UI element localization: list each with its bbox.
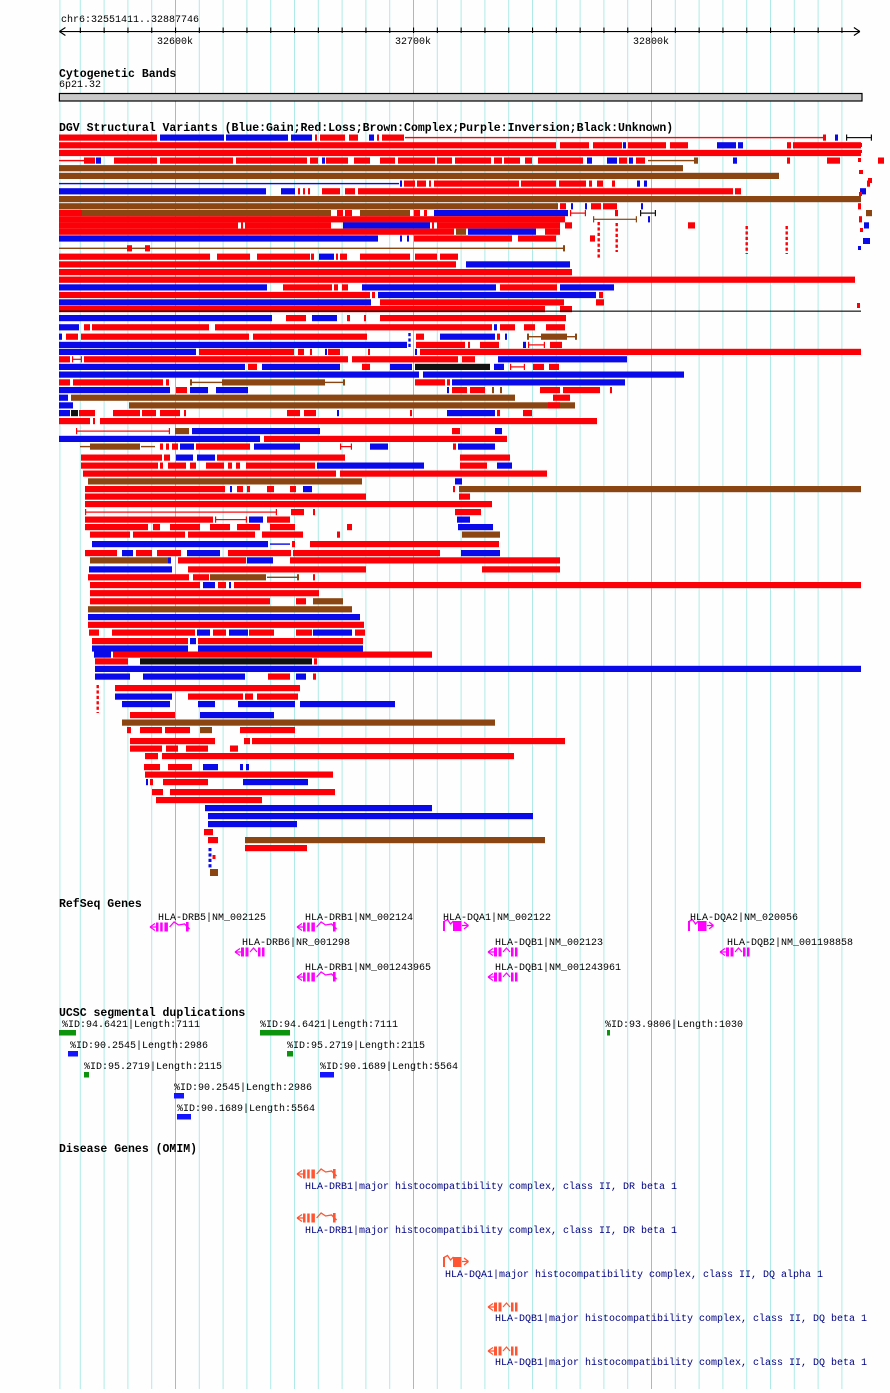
svg-text:%ID:90.1689|Length:5564: %ID:90.1689|Length:5564	[320, 1061, 458, 1073]
svg-text:HLA-DQB1|major histocompatibil: HLA-DQB1|major histocompatibility comple…	[495, 1313, 867, 1325]
svg-text:%ID:94.6421|Length:7111: %ID:94.6421|Length:7111	[260, 1019, 398, 1031]
svg-text:HLA-DRB6|NR_001298: HLA-DRB6|NR_001298	[242, 937, 350, 949]
svg-text:HLA-DQA1|major histocompatibil: HLA-DQA1|major histocompatibility comple…	[445, 1269, 823, 1281]
svg-text:HLA-DRB1|major histocompatibil: HLA-DRB1|major histocompatibility comple…	[305, 1181, 677, 1193]
svg-text:%ID:90.1689|Length:5564: %ID:90.1689|Length:5564	[177, 1103, 315, 1115]
svg-text:HLA-DRB1|NM_002124: HLA-DRB1|NM_002124	[305, 912, 413, 924]
svg-text:6p21.32: 6p21.32	[59, 80, 101, 91]
svg-text:HLA-DRB5|NM_002125: HLA-DRB5|NM_002125	[158, 912, 266, 924]
svg-text:%ID:93.9806|Length:1030: %ID:93.9806|Length:1030	[605, 1019, 743, 1031]
svg-text:%ID:90.2545|Length:2986: %ID:90.2545|Length:2986	[174, 1082, 312, 1094]
svg-text:RefSeq Genes: RefSeq Genes	[59, 898, 142, 911]
svg-text:HLA-DQB2|NM_001198858: HLA-DQB2|NM_001198858	[727, 937, 853, 949]
svg-text:HLA-DQA2|NM_020056: HLA-DQA2|NM_020056	[690, 912, 798, 924]
svg-text:HLA-DQA1|NM_002122: HLA-DQA1|NM_002122	[443, 912, 551, 924]
svg-text:UCSC segmental duplications: UCSC segmental duplications	[59, 1007, 245, 1020]
svg-text:HLA-DRB1|NM_001243965: HLA-DRB1|NM_001243965	[305, 962, 431, 974]
svg-text:HLA-DQB1|NM_002123: HLA-DQB1|NM_002123	[495, 937, 603, 949]
svg-text:HLA-DQB1|major histocompatibil: HLA-DQB1|major histocompatibility comple…	[495, 1357, 867, 1369]
svg-text:%ID:95.2719|Length:2115: %ID:95.2719|Length:2115	[84, 1061, 222, 1073]
svg-text:%ID:95.2719|Length:2115: %ID:95.2719|Length:2115	[287, 1040, 425, 1052]
svg-text:%ID:94.6421|Length:7111: %ID:94.6421|Length:7111	[62, 1019, 200, 1031]
svg-text:%ID:90.2545|Length:2986: %ID:90.2545|Length:2986	[70, 1040, 208, 1052]
svg-text:HLA-DRB1|major histocompatibil: HLA-DRB1|major histocompatibility comple…	[305, 1225, 677, 1237]
svg-text:chr6:32551411..32887746: chr6:32551411..32887746	[61, 14, 199, 26]
svg-text:Cytogenetic Bands: Cytogenetic Bands	[59, 68, 176, 81]
svg-text:32700k: 32700k	[395, 36, 431, 48]
svg-text:32600k: 32600k	[157, 36, 193, 48]
svg-text:32800k: 32800k	[633, 36, 669, 48]
svg-text:HLA-DQB1|NM_001243961: HLA-DQB1|NM_001243961	[495, 962, 621, 974]
svg-text:Disease Genes (OMIM): Disease Genes (OMIM)	[59, 1143, 197, 1156]
svg-text:DGV Structural Variants (Blue:: DGV Structural Variants (Blue:Gain;Red:L…	[59, 122, 673, 135]
